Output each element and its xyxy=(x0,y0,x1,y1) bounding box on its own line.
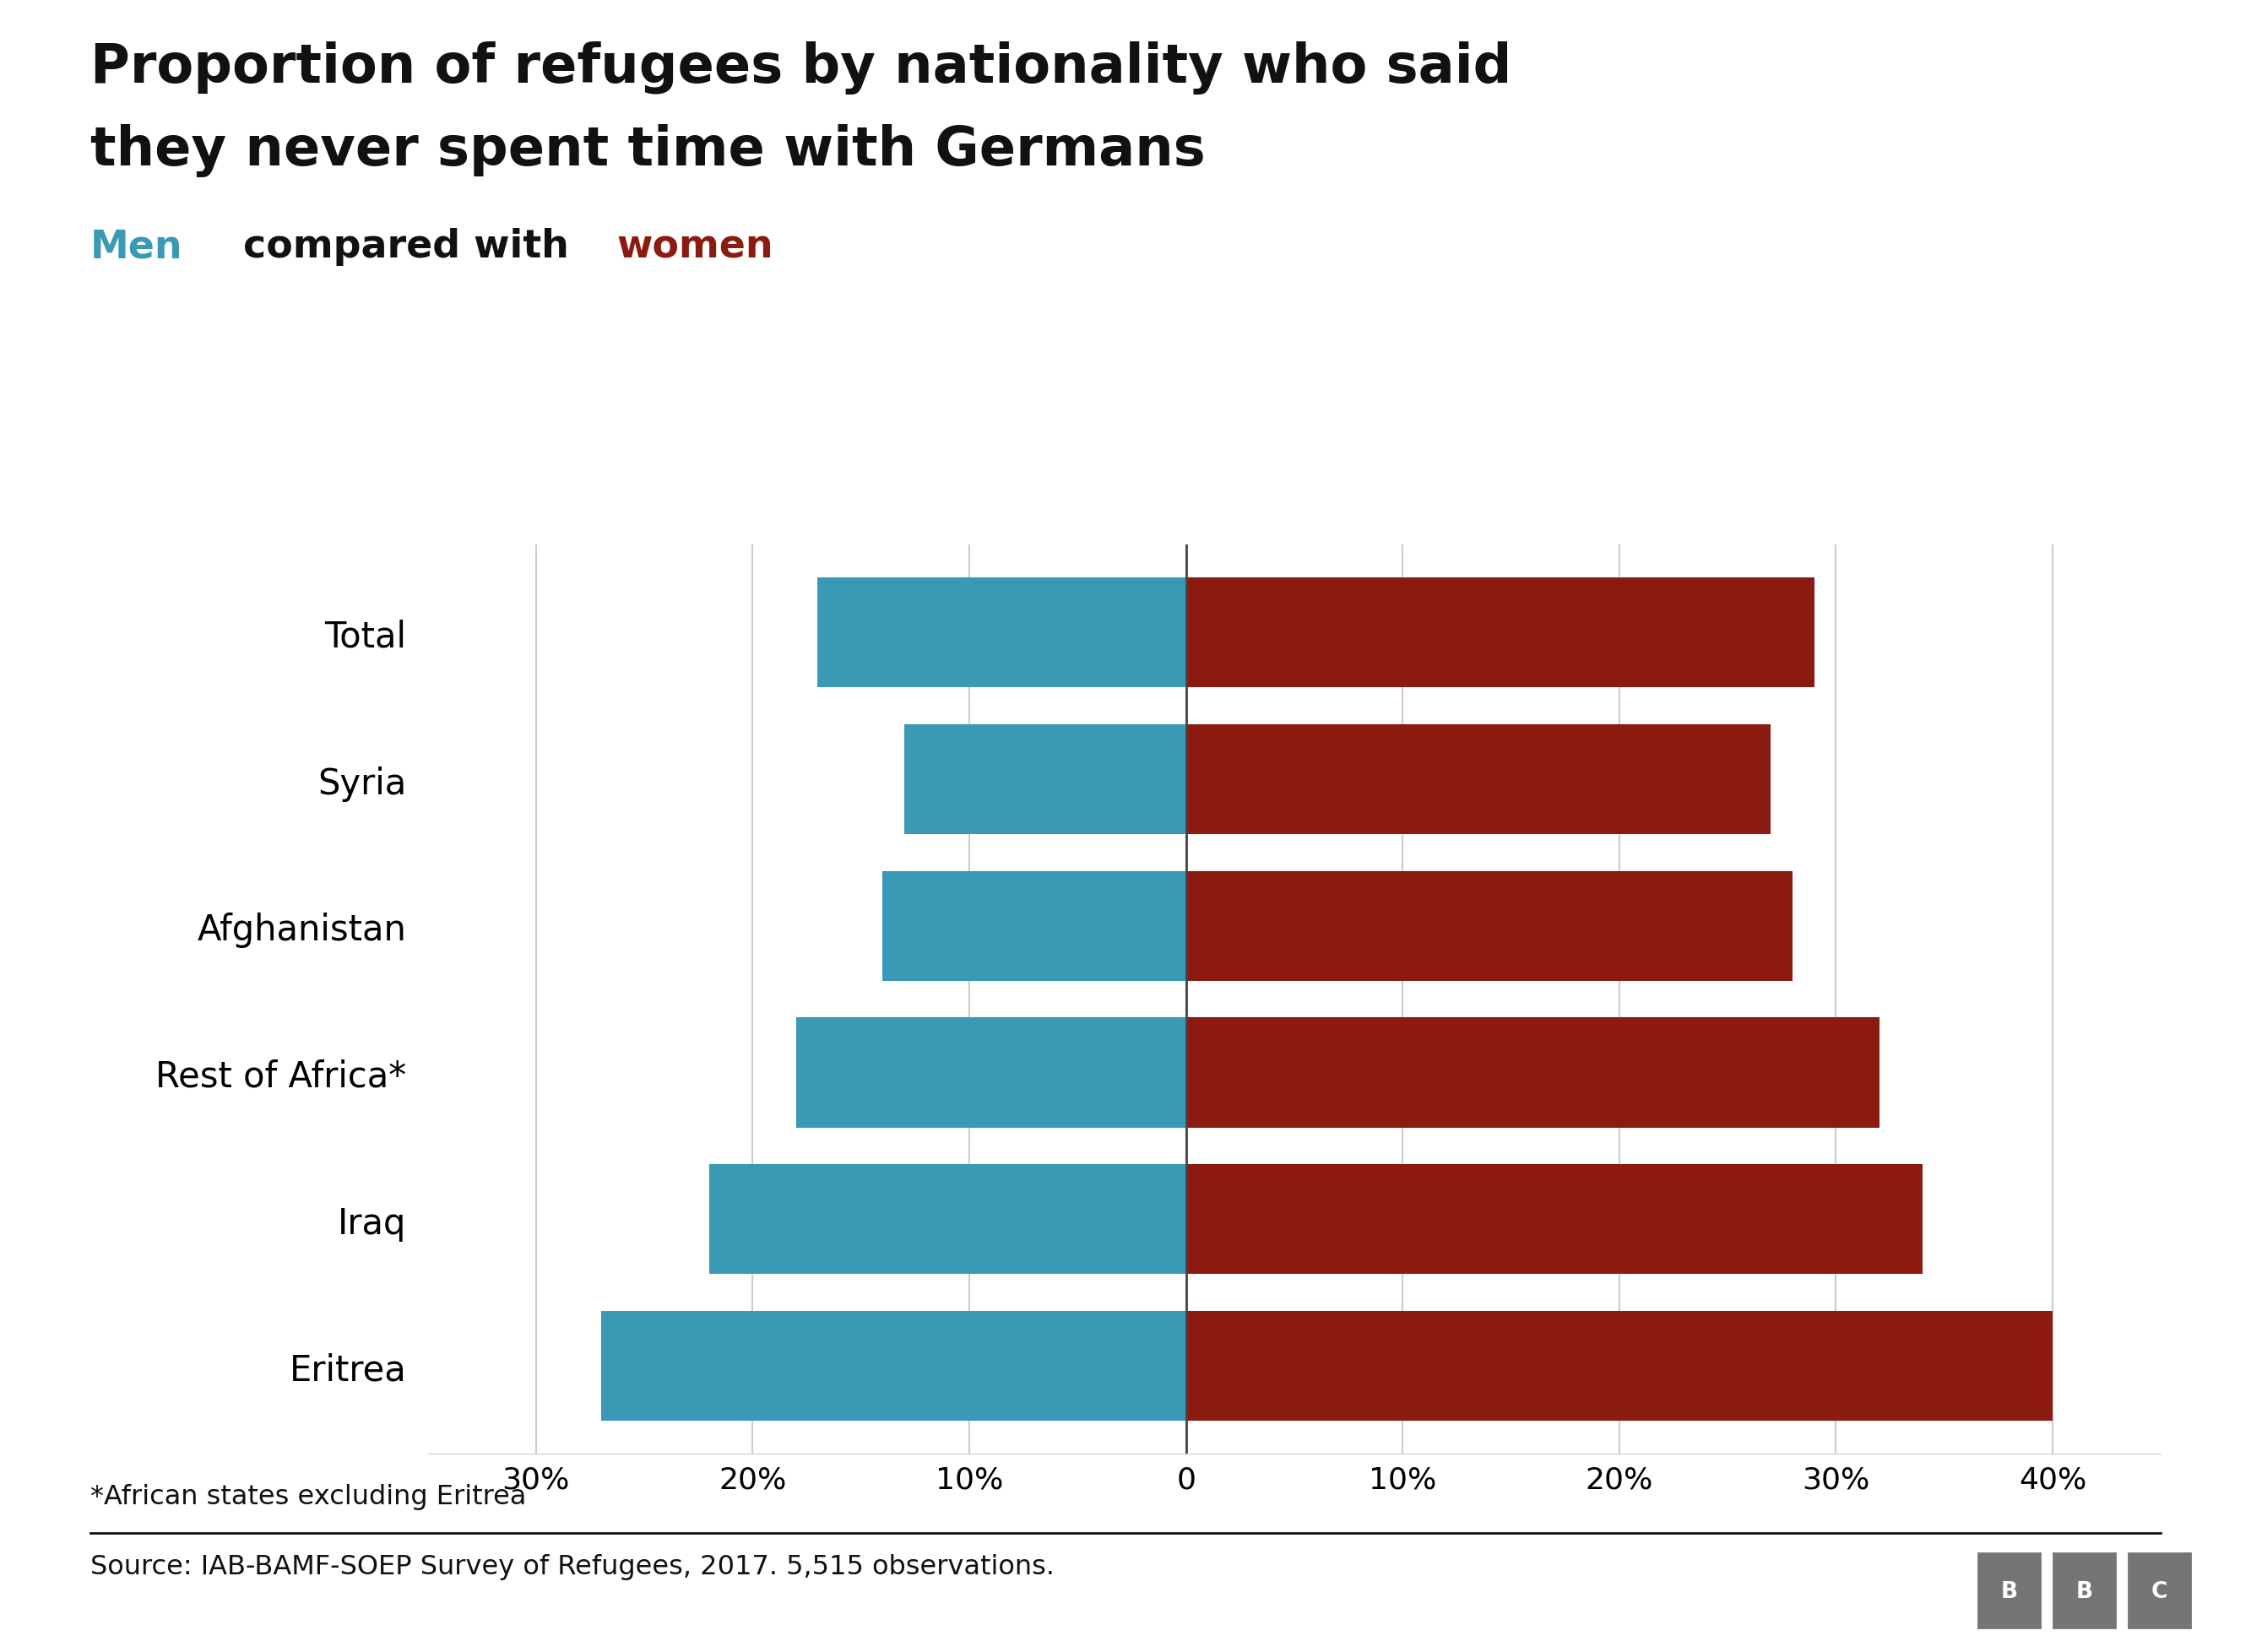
Bar xyxy=(1186,1018,1880,1128)
Bar xyxy=(1186,1165,1922,1274)
Bar xyxy=(601,1312,1186,1421)
Bar xyxy=(709,1165,1186,1274)
Bar xyxy=(1186,725,1772,834)
Text: women: women xyxy=(617,228,774,266)
Bar xyxy=(882,871,1186,981)
Bar xyxy=(2051,1551,2118,1631)
Bar xyxy=(1186,1312,2053,1421)
Bar xyxy=(1186,871,1792,981)
Bar xyxy=(1976,1551,2044,1631)
Bar xyxy=(797,1018,1186,1128)
Text: Men: Men xyxy=(90,228,182,266)
Text: they never spent time with Germans: they never spent time with Germans xyxy=(90,124,1204,177)
Text: *African states excluding Eritrea: *African states excluding Eritrea xyxy=(90,1483,527,1510)
Text: Source: IAB-BAMF-SOEP Survey of Refugees, 2017. 5,515 observations.: Source: IAB-BAMF-SOEP Survey of Refugees… xyxy=(90,1553,1053,1579)
Bar xyxy=(2125,1551,2192,1631)
Text: C: C xyxy=(2152,1579,2168,1602)
Bar xyxy=(905,725,1186,834)
Text: compared with: compared with xyxy=(230,228,583,266)
Text: B: B xyxy=(2001,1579,2017,1602)
Bar xyxy=(1186,578,1814,687)
Bar xyxy=(817,578,1186,687)
Text: Proportion of refugees by nationality who said: Proportion of refugees by nationality wh… xyxy=(90,41,1510,94)
Text: B: B xyxy=(2075,1579,2093,1602)
